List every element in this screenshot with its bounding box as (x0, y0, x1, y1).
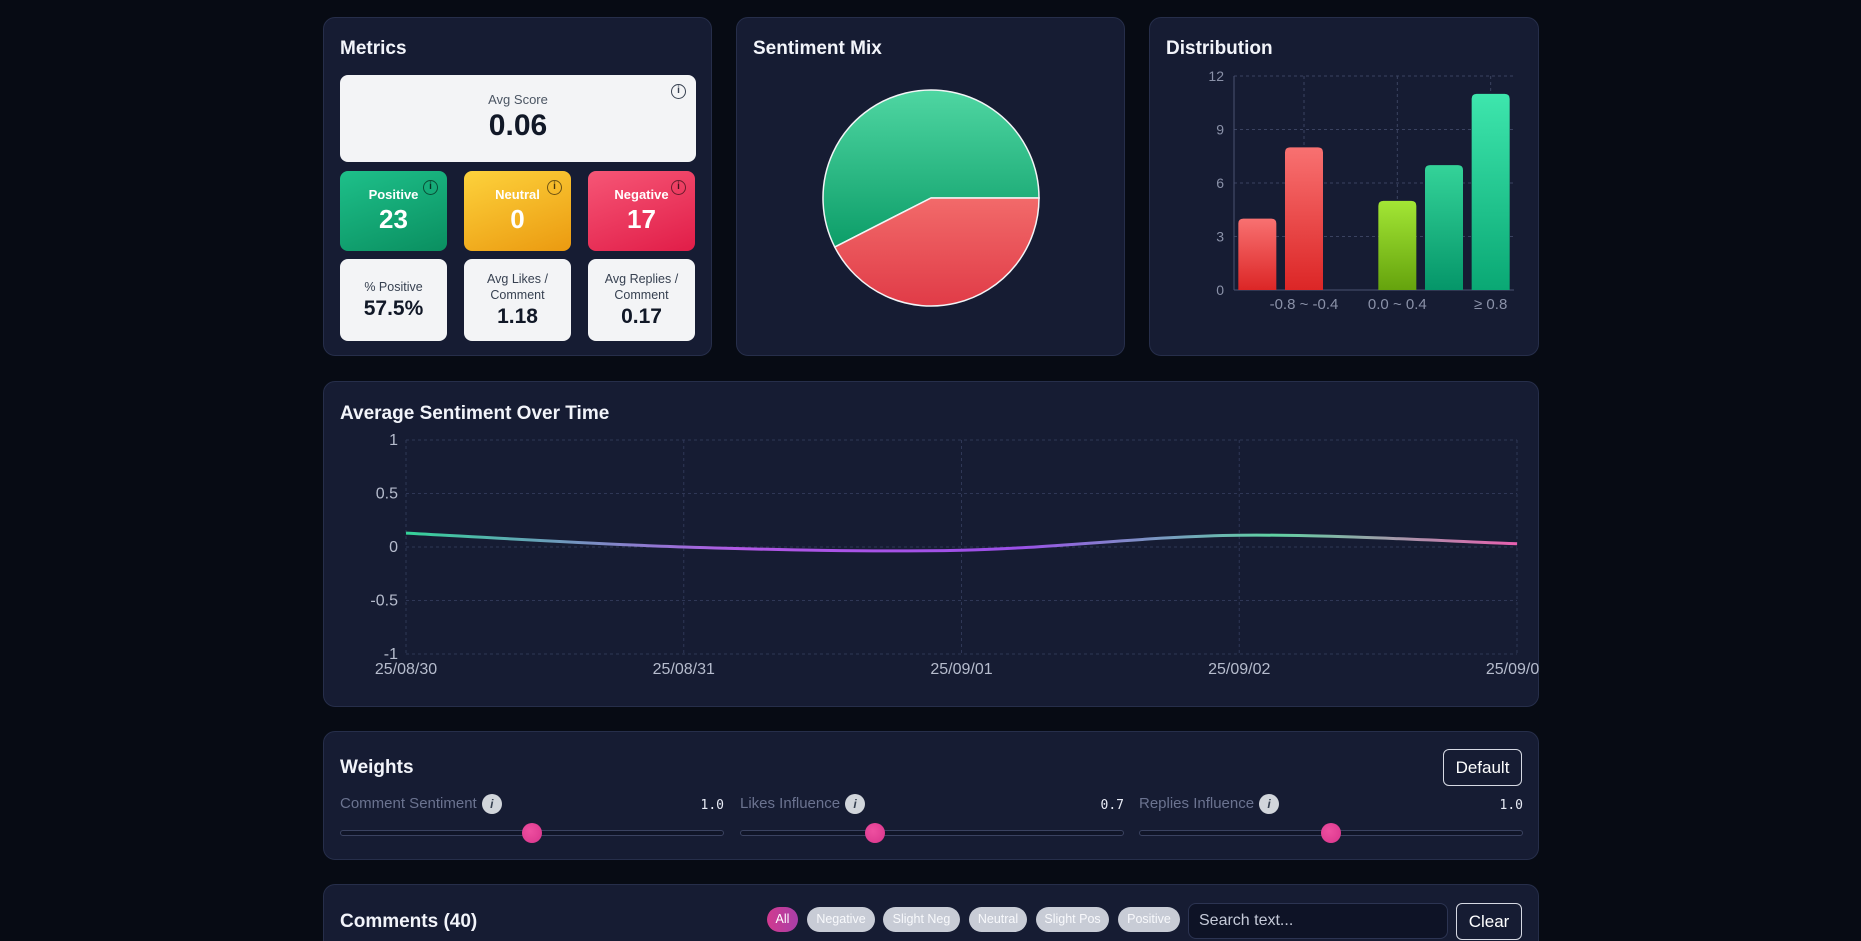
info-icon[interactable]: i (671, 84, 686, 99)
x-tick-label: 25/08/30 (375, 661, 437, 678)
pct-positive-card: % Positive 57.5% (340, 259, 447, 341)
comment-search-input[interactable] (1188, 903, 1448, 939)
pie-slice-positive[interactable] (822, 89, 1040, 249)
positive-label: Positive (368, 187, 419, 202)
x-tick-label: 25/08/31 (653, 661, 715, 678)
slider-label-text: Likes Influence (740, 794, 841, 812)
sentiment-over-time-card: Average Sentiment Over Time -1 -0.5 0 0.5 1 2… (323, 381, 1540, 707)
avg-replies-value: 0.17 (621, 305, 662, 328)
info-icon[interactable]: i (481, 794, 502, 814)
replies-influence-slider[interactable] (1139, 823, 1523, 843)
x-tick-label: 25/09/03 (1486, 661, 1540, 678)
distribution-bar-chart: 0 3 6 9 12 -0.8 ~ -0.4 0.0 ~ 0.4 ≥ 0.8 (1208, 68, 1514, 313)
filter-negative[interactable]: Negative (807, 907, 875, 932)
avg-score-value: 0.06 (488, 109, 548, 142)
slider-thumb[interactable] (864, 823, 885, 843)
slider-thumb[interactable] (1321, 823, 1341, 843)
weights-card: Weights Default Comment Sentiment i 1.0 L… (323, 731, 1539, 860)
slider-value-likes-influence: 0.7 (1100, 798, 1124, 813)
y-tick-label: 0 (389, 539, 398, 556)
sentiment-over-time-title: Average Sentiment Over Time (340, 403, 610, 424)
sentiment-mix-title: Sentiment Mix (753, 38, 882, 59)
pct-positive-value: 57.5% (363, 297, 424, 320)
negative-value: 17 (627, 204, 656, 234)
neutral-label: Neutral (495, 187, 540, 202)
avg-likes-card: Avg Likes / Comment 1.18 (464, 259, 571, 341)
slider-value-replies-influence: 1.0 (1499, 798, 1523, 813)
y-tick-label: 3 (1216, 229, 1224, 245)
distribution-title: Distribution (1166, 38, 1273, 59)
y-tick-label: 0.5 (376, 486, 398, 503)
info-icon[interactable]: i (671, 180, 686, 195)
sentiment-line-chart: -1 -0.5 0 0.5 1 25/08/30 25/08/31 25/09/01 25/09… (370, 432, 1540, 678)
x-tick-label: ≥ 0.8 (1474, 296, 1507, 313)
avg-score-label: Avg Score (488, 92, 548, 107)
y-tick-label: 1 (389, 432, 398, 449)
pie-slice-negative[interactable] (833, 197, 1040, 307)
negative-label: Negative (614, 187, 669, 202)
info-icon[interactable]: i (423, 180, 438, 195)
distribution-bar[interactable] (1471, 93, 1510, 290)
weights-title: Weights (340, 757, 414, 778)
info-icon[interactable]: i (845, 794, 866, 814)
avg-score-box: Avg Score 0.06 i (340, 75, 696, 162)
sentiment-series-line (405, 531, 1518, 553)
info-icon[interactable]: i (1259, 794, 1280, 814)
distribution-bar[interactable] (1238, 218, 1277, 290)
sentiment-mix-card: Sentiment Mix (736, 17, 1125, 356)
distribution-bar[interactable] (1425, 165, 1463, 290)
distribution-card: Distribution 0 3 6 9 12 -0.8 ~ -0.4 0.0 ~ 0.4 ≥… (1149, 17, 1539, 356)
filter-all[interactable]: All (767, 907, 798, 932)
info-icon[interactable]: i (547, 180, 562, 195)
slider-label-replies-influence: Replies Influence i (1139, 794, 1280, 814)
pct-positive-label: % Positive (364, 280, 423, 294)
avg-likes-value: 1.18 (497, 305, 538, 328)
neutral-value: 0 (510, 204, 525, 234)
comment-sentiment-slider[interactable] (340, 823, 724, 843)
x-tick-label: -0.8 ~ -0.4 (1270, 296, 1339, 313)
filter-positive[interactable]: Positive (1118, 907, 1180, 932)
distribution-bar[interactable] (1378, 200, 1417, 290)
negative-count-card: Negative 17 i (588, 171, 695, 251)
slider-label-likes-influence: Likes Influence i (740, 794, 866, 814)
filter-slight-pos[interactable]: Slight Pos (1036, 907, 1109, 932)
filter-neutral[interactable]: Neutral (969, 907, 1027, 932)
neutral-count-card: Neutral 0 i (464, 171, 571, 251)
clear-search-button[interactable]: Clear (1456, 903, 1522, 940)
likes-influence-slider[interactable] (740, 823, 1124, 843)
filter-slight-neg[interactable]: Slight Neg (883, 907, 960, 932)
slider-label-text: Replies Influence (1139, 794, 1255, 812)
slider-thumb[interactable] (522, 823, 542, 843)
x-tick-label: 0.0 ~ 0.4 (1368, 296, 1427, 313)
y-tick-label: 9 (1216, 122, 1224, 138)
avg-replies-label: Avg Replies / Comment (604, 272, 679, 302)
positive-value: 23 (379, 204, 408, 234)
x-tick-label: 25/09/02 (1208, 661, 1270, 678)
comments-title: Comments (40) (340, 911, 478, 932)
y-tick-label: 12 (1208, 68, 1224, 84)
x-tick-label: 25/09/01 (930, 661, 992, 678)
slider-value-comment-sentiment: 1.0 (700, 798, 724, 813)
sentiment-pie-chart (822, 89, 1040, 307)
default-weights-button[interactable]: Default (1443, 749, 1522, 786)
positive-count-card: Positive 23 i (340, 171, 447, 251)
distribution-bar[interactable] (1285, 147, 1323, 290)
y-tick-label: 6 (1216, 175, 1224, 191)
avg-replies-card: Avg Replies / Comment 0.17 (588, 259, 695, 341)
y-tick-label: -1 (384, 646, 398, 663)
avg-likes-label: Avg Likes / Comment (487, 272, 548, 302)
metrics-title: Metrics (340, 38, 407, 59)
slider-label-comment-sentiment: Comment Sentiment i (340, 794, 502, 814)
y-tick-label: 0 (1216, 282, 1224, 298)
metrics-card: Metrics Avg Score 0.06 i Positive 23 i N… (323, 17, 712, 356)
y-tick-label: -0.5 (370, 593, 398, 610)
slider-label-text: Comment Sentiment (340, 794, 477, 812)
